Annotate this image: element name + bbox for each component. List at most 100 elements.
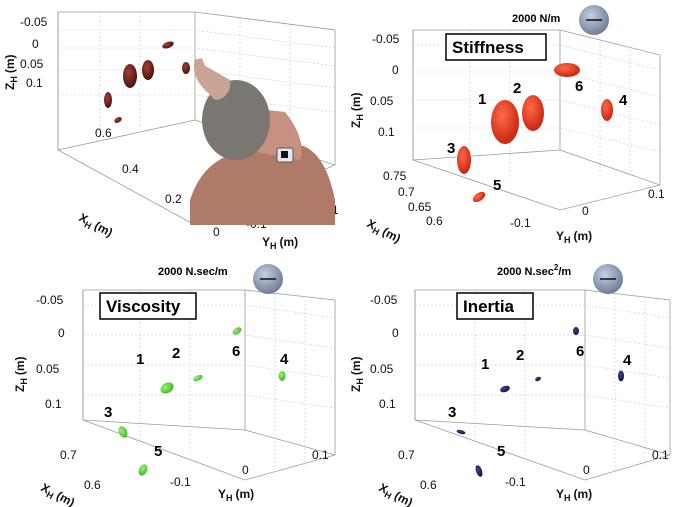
panel-title-box: [445, 33, 547, 61]
ellipsoid-2: [535, 376, 541, 382]
z-axis-label: ZH(m): [349, 92, 365, 128]
posture-number: 2: [172, 345, 180, 362]
posture-number: 3: [447, 140, 455, 157]
x-axis-label: XH(m): [376, 480, 415, 507]
ellipsoid-marker: [182, 62, 190, 74]
posture-number: 6: [576, 343, 584, 360]
posture-number: 1: [481, 356, 489, 373]
human-subject-illustration: [190, 58, 335, 225]
ellipsoid-group: [457, 63, 613, 203]
panel-top-left: -0.05 0 0.05 0.1 ZH(m) 0.6 0.4 0.2 0 XH(…: [3, 11, 339, 251]
axes-box: [82, 289, 336, 481]
ellipsoid-6: [232, 327, 242, 335]
y-tick: 0: [582, 204, 589, 218]
ellipsoid-6: [573, 327, 579, 335]
ellipsoid-1: [160, 382, 174, 394]
ellipsoid-4: [278, 371, 286, 381]
axes-box: [414, 289, 671, 481]
y-tick: 0.1: [648, 187, 665, 201]
ellipsoid-4: [601, 99, 613, 121]
x-tick: 0.4: [122, 162, 139, 176]
axes-box: [412, 29, 661, 211]
ellipsoid-marker: [104, 92, 112, 108]
z-axis-label: ZH(m): [349, 356, 365, 392]
panel-title-box: [99, 292, 197, 320]
ellipsoid-5: [472, 191, 486, 203]
posture-number: 2: [513, 80, 521, 97]
y-tick: 0.1: [652, 448, 669, 462]
y-tick: -0.1: [505, 475, 526, 489]
y-axis-label: YH (m): [218, 487, 254, 503]
z-tick: 0.1: [26, 76, 43, 90]
panel-inertia: 2000 N.sec2/m Inertia -0.05 0 0.05 0.1 Z…: [349, 263, 671, 507]
ellipsoid-1: [491, 100, 519, 144]
x-tick: 0.7: [60, 448, 77, 462]
z-tick: 0: [392, 326, 399, 340]
z-tick: -0.05: [370, 293, 398, 307]
panel-title-box: [456, 292, 534, 320]
posture-number: 2: [516, 347, 524, 364]
y-tick: 0: [242, 463, 249, 477]
posture-number: 1: [136, 351, 144, 368]
z-tick: 0.05: [370, 94, 394, 108]
ellipsoid-3: [457, 146, 471, 174]
z-tick: 0.05: [370, 362, 394, 376]
ellipsoid-5: [475, 465, 483, 477]
z-tick: 0.1: [378, 125, 395, 139]
posture-number: 3: [448, 404, 456, 421]
x-axis-label: XH(m): [76, 210, 115, 241]
ellipsoid-marker: [114, 117, 122, 123]
ellipsoid-group: [118, 327, 286, 476]
ellipsoid-marker: [123, 64, 137, 88]
reference-scale-label: 2000 N.sec2/m: [497, 263, 571, 278]
x-axis-label: XH(m): [364, 216, 403, 247]
x-tick: 0.7: [398, 448, 415, 462]
reference-scale-label: 2000 N/m: [512, 13, 561, 25]
ellipsoid-marker: [142, 60, 154, 80]
posture-number: 1: [478, 91, 486, 108]
y-tick: 0: [583, 463, 590, 477]
posture-number: 6: [575, 78, 583, 95]
posture-number: 4: [280, 351, 289, 368]
x-tick: 0.6: [95, 126, 112, 140]
posture-number: 6: [232, 343, 240, 360]
panel-viscosity: 2000 N.sec/m Viscosity -0.05 0 0.05 0.1 …: [13, 264, 336, 507]
z-tick: 0: [58, 326, 65, 340]
z-tick: 0: [392, 63, 399, 77]
z-tick: 0.05: [20, 57, 44, 71]
x-tick: 0.6: [420, 478, 437, 492]
z-tick: -0.05: [20, 15, 48, 29]
posture-number: 5: [497, 443, 505, 460]
posture-number: 4: [619, 92, 628, 109]
y-axis-label: YH (m): [556, 229, 592, 245]
ellipsoid-2: [193, 374, 203, 382]
ellipsoid-1: [500, 385, 510, 393]
x-tick: 0: [213, 225, 220, 239]
x-tick: 0.65: [408, 200, 432, 214]
ellipsoid-marker: [162, 41, 174, 49]
posture-number: 4: [623, 352, 632, 369]
panel-title: Viscosity: [106, 297, 181, 316]
y-axis-label: YH (m): [556, 487, 592, 503]
ellipsoid-group: [456, 327, 624, 477]
y-tick: 0.1: [312, 448, 329, 462]
x-tick: 0.75: [383, 169, 407, 183]
x-tick: 0.2: [165, 192, 182, 206]
ellipsoid-group: [104, 41, 190, 123]
x-tick: 0.6: [426, 214, 443, 228]
x-axis-label: XH(m): [38, 480, 77, 507]
panel-stiffness: 2000 N/m Stiffness -0.05 0 0.05 0.1 ZH(m…: [349, 5, 665, 247]
posture-number: 3: [104, 404, 112, 421]
posture-number: 5: [154, 443, 162, 460]
z-tick: 0: [32, 37, 39, 51]
ellipsoid-4: [618, 370, 624, 382]
ellipsoid-3: [118, 426, 128, 438]
ellipsoid-3: [456, 429, 466, 435]
z-tick: 0.05: [36, 362, 60, 376]
ellipsoid-6: [554, 63, 580, 77]
y-axis-label: YH (m): [262, 235, 298, 251]
x-tick: 0.6: [84, 478, 101, 492]
ellipsoid-5: [138, 464, 148, 476]
z-tick: 0.1: [45, 397, 62, 411]
